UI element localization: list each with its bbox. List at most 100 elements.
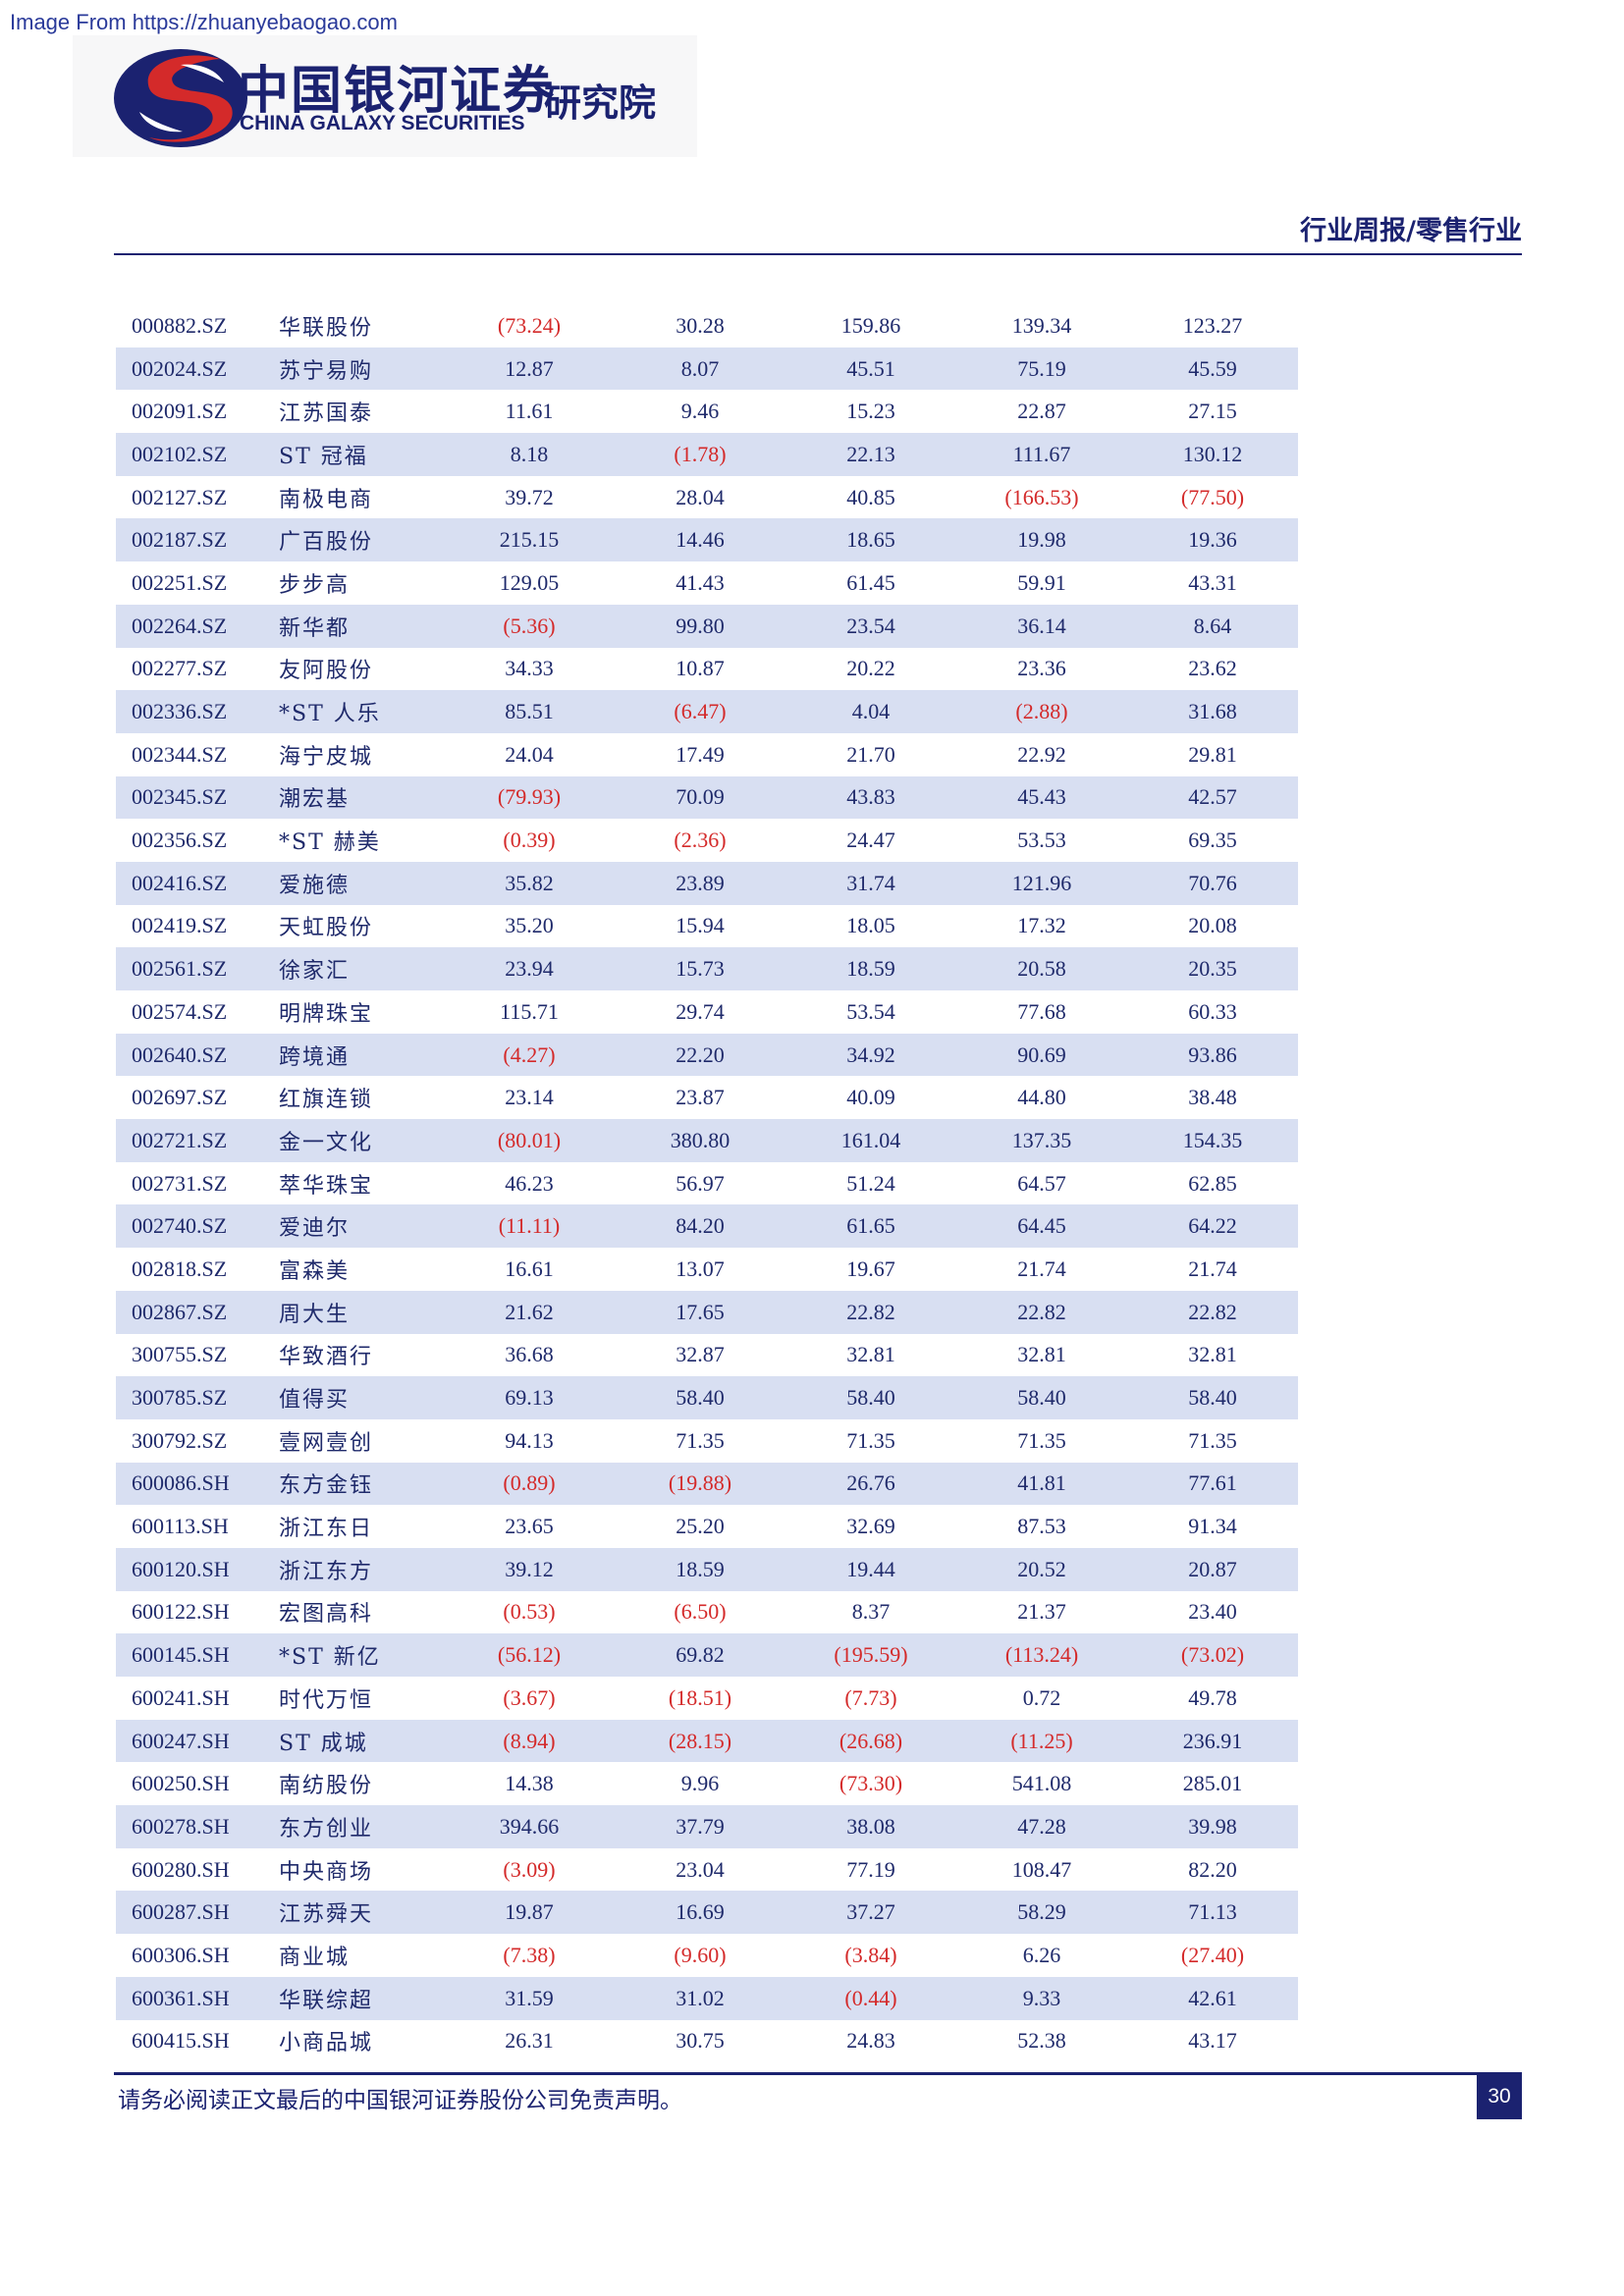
value-cell: 129.05 (444, 561, 615, 605)
value-cell: 58.40 (615, 1376, 785, 1419)
stock-code: 002818.SZ (116, 1248, 279, 1291)
table-row: 002251.SZ 步步高 129.05 41.43 61.45 59.91 43.31 (116, 561, 1298, 605)
value-cell: 23.40 (1127, 1590, 1298, 1634)
stock-name: *ST 人乐 (279, 690, 444, 733)
value-cell: 22.82 (785, 1290, 956, 1334)
value-cell: 90.69 (956, 1033, 1127, 1077)
value-cell: 13.07 (615, 1248, 785, 1291)
value-cell: (0.89) (444, 1462, 615, 1506)
table-row: 002818.SZ 富森美 16.61 13.07 19.67 21.74 21.74 (116, 1248, 1298, 1291)
table-row: 600241.SH 时代万恒 (3.67) (18.51) (7.73) 0.72 49.7… (116, 1677, 1298, 1720)
value-cell: 62.85 (1127, 1161, 1298, 1205)
value-cell: (77.50) (1127, 475, 1298, 519)
stock-name: 金一文化 (279, 1119, 444, 1162)
stock-name: 江苏舜天 (279, 1891, 444, 1935)
table-row: 600120.SH 浙江东方 39.12 18.59 19.44 20.52 20.87 (116, 1547, 1298, 1591)
stock-code: 300785.SZ (116, 1376, 279, 1419)
page-number: 30 (1477, 2074, 1522, 2119)
value-cell: 23.36 (956, 647, 1127, 691)
value-cell: 20.22 (785, 647, 956, 691)
value-cell: 58.40 (956, 1376, 1127, 1419)
value-cell: 21.37 (956, 1590, 1127, 1634)
value-cell: (7.38) (444, 1934, 615, 1977)
stock-code: 002091.SZ (116, 390, 279, 434)
table-row: 600415.SH 小商品城 26.31 30.75 24.83 52.38 43.17 (116, 2019, 1298, 2063)
stock-name: 海宁皮城 (279, 732, 444, 776)
stock-code: 600145.SH (116, 1633, 279, 1677)
stock-name: 富森美 (279, 1248, 444, 1291)
stock-name: 明牌珠宝 (279, 990, 444, 1034)
table-row: 600250.SH 南纺股份 14.38 9.96 (73.30) 541.08 285.0… (116, 1762, 1298, 1806)
value-cell: 8.37 (785, 1590, 956, 1634)
value-cell: 34.92 (785, 1033, 956, 1077)
value-cell: 64.45 (956, 1204, 1127, 1249)
value-cell: (73.30) (785, 1762, 956, 1806)
galaxy-logo-icon (114, 49, 247, 147)
value-cell: 31.68 (1127, 690, 1298, 733)
stock-code: 002187.SZ (116, 518, 279, 562)
value-cell: 71.13 (1127, 1891, 1298, 1935)
value-cell: 123.27 (1127, 304, 1298, 347)
value-cell: 24.47 (785, 819, 956, 862)
value-cell: 9.33 (956, 1976, 1127, 2020)
table-row: 002419.SZ 天虹股份 35.20 15.94 18.05 17.32 20.08 (116, 904, 1298, 948)
value-cell: (26.68) (785, 1719, 956, 1763)
value-cell: 32.81 (785, 1333, 956, 1377)
value-cell: 58.40 (785, 1376, 956, 1419)
value-cell: 28.04 (615, 475, 785, 519)
stock-code: 600278.SH (116, 1805, 279, 1848)
value-cell: 11.61 (444, 390, 615, 434)
stock-name: 新华都 (279, 604, 444, 648)
report-type-title: 行业周报/零售行业 (1300, 216, 1522, 246)
value-cell: (3.09) (444, 1847, 615, 1892)
stock-name: ST 冠福 (279, 433, 444, 476)
value-cell: 69.35 (1127, 819, 1298, 862)
disclaimer-text: 请务必阅读正文最后的中国银河证券股份公司免责声明。 (118, 2088, 682, 2113)
value-cell: 20.58 (956, 947, 1127, 990)
stock-code: 002345.SZ (116, 775, 279, 820)
value-cell: 541.08 (956, 1762, 1127, 1806)
value-cell: 77.19 (785, 1847, 956, 1892)
value-cell: (9.60) (615, 1934, 785, 1977)
value-cell: 71.35 (1127, 1418, 1298, 1463)
value-cell: 38.08 (785, 1805, 956, 1848)
value-cell: (73.02) (1127, 1633, 1298, 1677)
header-divider (114, 253, 1522, 255)
value-cell: 26.76 (785, 1462, 956, 1506)
stock-code: 002336.SZ (116, 690, 279, 733)
table-row: 600278.SH 东方创业 394.66 37.79 38.08 47.28 39.98 (116, 1805, 1298, 1848)
value-cell: 8.07 (615, 347, 785, 391)
value-cell: 39.72 (444, 475, 615, 519)
brand-name-cn: 中国银河证券 (238, 62, 557, 121)
stock-name: 步步高 (279, 561, 444, 605)
stock-code: 002697.SZ (116, 1076, 279, 1120)
value-cell: 61.45 (785, 561, 956, 605)
value-cell: 18.59 (615, 1547, 785, 1591)
value-cell: 23.94 (444, 947, 615, 990)
stock-code: 002574.SZ (116, 990, 279, 1034)
value-cell: 51.24 (785, 1161, 956, 1205)
brand-name-en: CHINA GALAXY SECURITIES (240, 112, 525, 134)
table-row: 600113.SH 浙江东日 23.65 25.20 32.69 87.53 91.34 (116, 1505, 1298, 1548)
value-cell: 35.82 (444, 861, 615, 905)
table-row: 002640.SZ 跨境通 (4.27) 22.20 34.92 90.69 93.86 (116, 1033, 1298, 1077)
value-cell: 29.74 (615, 990, 785, 1034)
table-row: 600361.SH 华联综超 31.59 31.02 (0.44) 9.33 42.61 (116, 1976, 1298, 2020)
table-row: 002574.SZ 明牌珠宝 115.71 29.74 53.54 77.68 60.33 (116, 990, 1298, 1034)
value-cell: 17.32 (956, 904, 1127, 948)
stock-code: 002264.SZ (116, 604, 279, 648)
table-row: 600145.SH *ST 新亿 (56.12) 69.82 (195.59) (113.… (116, 1633, 1298, 1677)
value-cell: 14.46 (615, 518, 785, 562)
stock-code: 002416.SZ (116, 861, 279, 905)
value-cell: (4.27) (444, 1033, 615, 1077)
stock-name: ST 成城 (279, 1719, 444, 1763)
value-cell: 19.87 (444, 1891, 615, 1935)
value-cell: 10.87 (615, 647, 785, 691)
stock-name: 时代万恒 (279, 1677, 444, 1720)
value-cell: (0.39) (444, 819, 615, 862)
table-row: 300785.SZ 值得买 69.13 58.40 58.40 58.40 58.40 (116, 1376, 1298, 1419)
table-row: 002740.SZ 爱迪尔 (11.11) 84.20 61.65 64.45 64.22 (116, 1204, 1298, 1249)
stock-name: 华联股份 (279, 304, 444, 347)
table-row: 600287.SH 江苏舜天 19.87 16.69 37.27 58.29 71.13 (116, 1891, 1298, 1935)
value-cell: 23.04 (615, 1847, 785, 1892)
